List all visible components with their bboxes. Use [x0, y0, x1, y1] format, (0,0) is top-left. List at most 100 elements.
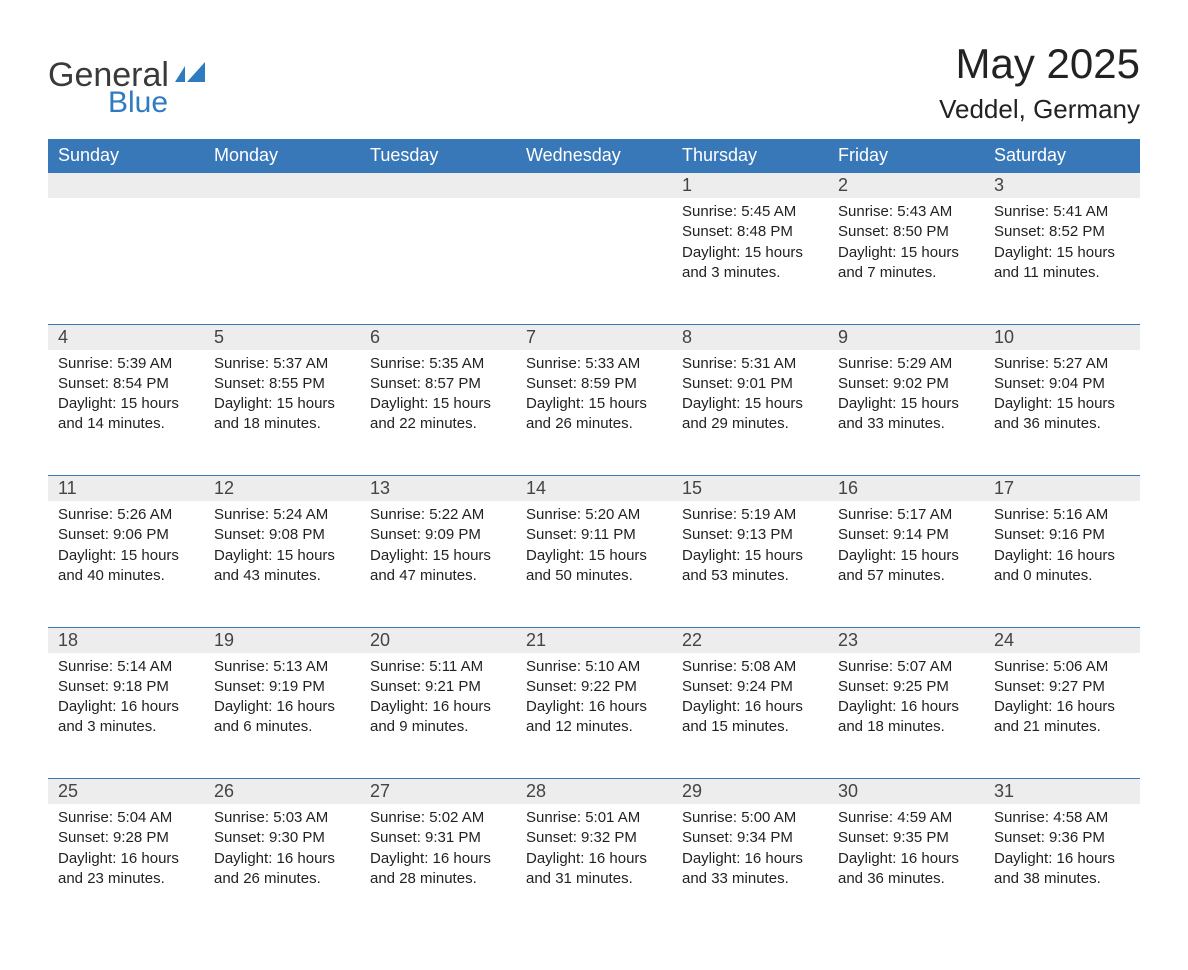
day-body-cell: Sunrise: 5:04 AMSunset: 9:28 PMDaylight:…: [48, 804, 204, 930]
week-daynum-row: 45678910: [48, 324, 1140, 350]
sunset-line: Sunset: 9:04 PM: [994, 374, 1130, 394]
daylight-line: Daylight: 16 hours and 0 minutes.: [994, 546, 1130, 587]
month-title: May 2025: [939, 40, 1140, 88]
daylight-line: Daylight: 15 hours and 7 minutes.: [838, 243, 974, 284]
sunrise-line: Sunrise: 5:37 AM: [214, 354, 350, 374]
sunrise-line: Sunrise: 5:04 AM: [58, 808, 194, 828]
day-body-cell: Sunrise: 5:24 AMSunset: 9:08 PMDaylight:…: [204, 501, 360, 627]
sunset-line: Sunset: 9:22 PM: [526, 677, 662, 697]
sunset-line: Sunset: 9:34 PM: [682, 828, 818, 848]
daylight-line: Daylight: 16 hours and 26 minutes.: [214, 849, 350, 890]
day-header-row: Sunday Monday Tuesday Wednesday Thursday…: [48, 139, 1140, 173]
sunset-line: Sunset: 9:06 PM: [58, 525, 194, 545]
daylight-line: Daylight: 16 hours and 12 minutes.: [526, 697, 662, 738]
daylight-line: Daylight: 16 hours and 15 minutes.: [682, 697, 818, 738]
day-number-cell: 3: [984, 173, 1140, 199]
sunrise-line: Sunrise: 5:13 AM: [214, 657, 350, 677]
daylight-line: Daylight: 16 hours and 28 minutes.: [370, 849, 506, 890]
day-number-cell: 23: [828, 627, 984, 653]
sunrise-line: Sunrise: 5:39 AM: [58, 354, 194, 374]
sunset-line: Sunset: 8:48 PM: [682, 222, 818, 242]
day-body-cell: Sunrise: 5:22 AMSunset: 9:09 PMDaylight:…: [360, 501, 516, 627]
daylight-line: Daylight: 15 hours and 11 minutes.: [994, 243, 1130, 284]
daylight-line: Daylight: 15 hours and 47 minutes.: [370, 546, 506, 587]
sunrise-line: Sunrise: 5:03 AM: [214, 808, 350, 828]
sunrise-line: Sunrise: 5:35 AM: [370, 354, 506, 374]
day-number-cell: 11: [48, 476, 204, 502]
title-block: May 2025 Veddel, Germany: [939, 40, 1140, 125]
sunset-line: Sunset: 9:02 PM: [838, 374, 974, 394]
day-body-cell: Sunrise: 5:17 AMSunset: 9:14 PMDaylight:…: [828, 501, 984, 627]
daylight-line: Daylight: 16 hours and 36 minutes.: [838, 849, 974, 890]
day-number-cell: 10: [984, 324, 1140, 350]
day-number-cell: 7: [516, 324, 672, 350]
sunset-line: Sunset: 9:32 PM: [526, 828, 662, 848]
day-number-cell: [48, 173, 204, 199]
daylight-line: Daylight: 16 hours and 23 minutes.: [58, 849, 194, 890]
sunset-line: Sunset: 8:57 PM: [370, 374, 506, 394]
day-body-cell: Sunrise: 5:33 AMSunset: 8:59 PMDaylight:…: [516, 350, 672, 476]
sunset-line: Sunset: 9:13 PM: [682, 525, 818, 545]
day-number-cell: 9: [828, 324, 984, 350]
week-body-row: Sunrise: 5:14 AMSunset: 9:18 PMDaylight:…: [48, 653, 1140, 779]
day-number-cell: 21: [516, 627, 672, 653]
day-number-cell: 26: [204, 779, 360, 805]
sunrise-line: Sunrise: 5:24 AM: [214, 505, 350, 525]
day-body-cell: [204, 198, 360, 324]
sunrise-line: Sunrise: 5:26 AM: [58, 505, 194, 525]
day-body-cell: Sunrise: 5:14 AMSunset: 9:18 PMDaylight:…: [48, 653, 204, 779]
daylight-line: Daylight: 16 hours and 6 minutes.: [214, 697, 350, 738]
sunrise-line: Sunrise: 4:58 AM: [994, 808, 1130, 828]
day-body-cell: Sunrise: 5:02 AMSunset: 9:31 PMDaylight:…: [360, 804, 516, 930]
daylight-line: Daylight: 15 hours and 18 minutes.: [214, 394, 350, 435]
sunrise-line: Sunrise: 5:10 AM: [526, 657, 662, 677]
day-number-cell: 8: [672, 324, 828, 350]
day-body-cell: Sunrise: 5:39 AMSunset: 8:54 PMDaylight:…: [48, 350, 204, 476]
daylight-line: Daylight: 15 hours and 50 minutes.: [526, 546, 662, 587]
sunset-line: Sunset: 8:50 PM: [838, 222, 974, 242]
daylight-line: Daylight: 15 hours and 29 minutes.: [682, 394, 818, 435]
sunset-line: Sunset: 9:09 PM: [370, 525, 506, 545]
day-number-cell: 25: [48, 779, 204, 805]
sunset-line: Sunset: 9:36 PM: [994, 828, 1130, 848]
week-body-row: Sunrise: 5:26 AMSunset: 9:06 PM Daylight:…: [48, 501, 1140, 627]
sunset-line: Sunset: 8:52 PM: [994, 222, 1130, 242]
dayhdr-thu: Thursday: [672, 139, 828, 173]
day-number-cell: 18: [48, 627, 204, 653]
day-number-cell: 19: [204, 627, 360, 653]
day-number-cell: 30: [828, 779, 984, 805]
day-body-cell: Sunrise: 5:03 AMSunset: 9:30 PMDaylight:…: [204, 804, 360, 930]
day-number-cell: 5: [204, 324, 360, 350]
daylight-line: Daylight: 16 hours and 9 minutes.: [370, 697, 506, 738]
day-body-cell: Sunrise: 5:43 AMSunset: 8:50 PMDaylight:…: [828, 198, 984, 324]
daylight-line: Daylight: 15 hours and 33 minutes.: [838, 394, 974, 435]
day-body-cell: Sunrise: 5:01 AMSunset: 9:32 PMDaylight:…: [516, 804, 672, 930]
day-number-cell: 16: [828, 476, 984, 502]
sunset-line: Sunset: 9:16 PM: [994, 525, 1130, 545]
day-body-cell: Sunrise: 5:31 AMSunset: 9:01 PMDaylight:…: [672, 350, 828, 476]
sunrise-line: Sunrise: 5:11 AM: [370, 657, 506, 677]
daylight-line: Daylight: 15 hours and 43 minutes.: [214, 546, 350, 587]
sunset-line: Sunset: 9:27 PM: [994, 677, 1130, 697]
day-number-cell: 2: [828, 173, 984, 199]
daylight-line: Daylight: 15 hours and 36 minutes.: [994, 394, 1130, 435]
sunrise-line: Sunrise: 4:59 AM: [838, 808, 974, 828]
day-body-cell: Sunrise: 5:00 AMSunset: 9:34 PMDaylight:…: [672, 804, 828, 930]
day-body-cell: Sunrise: 5:19 AMSunset: 9:13 PMDaylight:…: [672, 501, 828, 627]
sunrise-line: Sunrise: 5:22 AM: [370, 505, 506, 525]
day-number-cell: 6: [360, 324, 516, 350]
sunset-line: Sunset: 9:18 PM: [58, 677, 194, 697]
sunset-line: Sunset: 9:08 PM: [214, 525, 350, 545]
day-number-cell: 31: [984, 779, 1140, 805]
sunrise-line: Sunrise: 5:27 AM: [994, 354, 1130, 374]
day-body-cell: Sunrise: 5:06 AMSunset: 9:27 PMDaylight:…: [984, 653, 1140, 779]
sunrise-line: Sunrise: 5:45 AM: [682, 202, 818, 222]
day-body-cell: Sunrise: 5:26 AMSunset: 9:06 PMDaylight:…: [48, 501, 204, 627]
week-daynum-row: 18192021222324: [48, 627, 1140, 653]
sunset-line: Sunset: 9:30 PM: [214, 828, 350, 848]
sunset-line: Sunset: 9:35 PM: [838, 828, 974, 848]
day-number-cell: 13: [360, 476, 516, 502]
sunrise-line: Sunrise: 5:00 AM: [682, 808, 818, 828]
sunrise-line: Sunrise: 5:29 AM: [838, 354, 974, 374]
day-body-cell: Sunrise: 5:11 AMSunset: 9:21 PMDaylight:…: [360, 653, 516, 779]
